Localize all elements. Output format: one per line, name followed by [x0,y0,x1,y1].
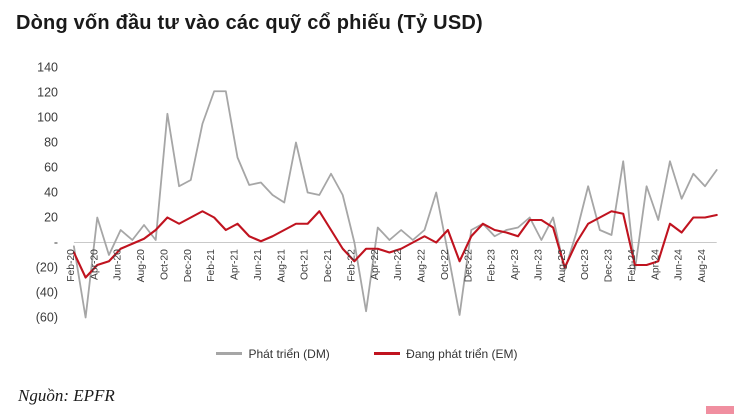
svg-text:Apr-22: Apr-22 [370,249,381,280]
svg-text:140: 140 [37,61,58,75]
svg-text:20: 20 [44,211,58,225]
svg-text:Jun-20: Jun-20 [113,249,124,281]
svg-text:Jun-24: Jun-24 [674,249,685,281]
svg-text:Feb-23: Feb-23 [487,249,498,282]
svg-text:Dec-23: Dec-23 [604,249,615,282]
svg-text:Feb-20: Feb-20 [66,249,77,282]
svg-text:Jun-22: Jun-22 [393,249,404,281]
svg-text:Aug-21: Aug-21 [276,249,287,282]
svg-text:Oct-21: Oct-21 [300,249,311,280]
svg-text:Dec-22: Dec-22 [463,249,474,282]
svg-text:Feb-21: Feb-21 [206,249,217,282]
svg-text:(40): (40) [36,286,58,300]
svg-text:Aug-24: Aug-24 [697,249,708,282]
svg-text:Oct-23: Oct-23 [580,249,591,280]
svg-text:Jun-21: Jun-21 [253,249,264,281]
svg-text:Dec-20: Dec-20 [183,249,194,282]
svg-text:60: 60 [44,161,58,175]
svg-text:(20): (20) [36,261,58,275]
svg-text:Dec-21: Dec-21 [323,249,334,282]
svg-text:Apr-24: Apr-24 [650,249,661,280]
svg-text:40: 40 [44,186,58,200]
svg-text:120: 120 [37,86,58,100]
svg-text:Apr-20: Apr-20 [89,249,100,280]
svg-text:Aug-20: Aug-20 [136,249,147,282]
svg-text:100: 100 [37,111,58,125]
svg-text:(60): (60) [36,311,58,325]
svg-text:-: - [54,236,58,250]
svg-text:Aug-22: Aug-22 [417,249,428,282]
svg-text:Feb-22: Feb-22 [346,249,357,282]
svg-text:Feb-24: Feb-24 [627,249,638,282]
svg-text:Oct-20: Oct-20 [159,249,170,280]
svg-text:Jun-23: Jun-23 [533,249,544,281]
svg-text:Apr-23: Apr-23 [510,249,521,280]
svg-text:80: 80 [44,136,58,150]
svg-text:Aug-23: Aug-23 [557,249,568,282]
svg-text:Apr-21: Apr-21 [230,249,241,280]
svg-text:Oct-22: Oct-22 [440,249,451,280]
